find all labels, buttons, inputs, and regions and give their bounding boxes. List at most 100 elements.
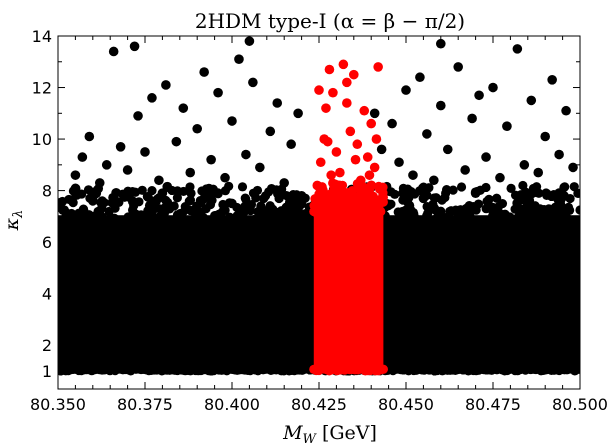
data-point (206, 154, 216, 165)
data-point (364, 170, 375, 180)
data-point (241, 194, 251, 204)
data-point (178, 186, 189, 197)
data-point (76, 214, 86, 225)
plot-layer (58, 36, 580, 376)
data-point (349, 69, 359, 80)
data-point (398, 183, 408, 193)
data-point (514, 216, 524, 226)
data-point (338, 59, 349, 70)
data-point (512, 44, 523, 54)
data-point (256, 201, 266, 211)
data-point (436, 100, 446, 111)
data-point (140, 147, 150, 157)
data-point (563, 202, 574, 212)
series-red (309, 59, 388, 376)
y-axis-label: κλ (1, 210, 26, 232)
data-point (362, 152, 373, 162)
data-point (575, 364, 580, 375)
x-tick-label: 80.400 (204, 395, 260, 414)
data-point (502, 121, 512, 131)
data-point (484, 223, 494, 234)
data-point (279, 178, 290, 188)
data-point (180, 201, 190, 212)
data-point (471, 205, 481, 215)
data-point (322, 136, 333, 147)
y-tick-label: 1 (42, 362, 52, 381)
data-point (506, 183, 516, 193)
data-point (129, 41, 140, 52)
data-point (408, 170, 418, 180)
data-point (171, 216, 182, 227)
x-tick-label: 80.450 (378, 395, 434, 414)
data-point (237, 182, 248, 192)
data-point (460, 165, 470, 175)
data-point (317, 185, 328, 196)
data-point (94, 178, 105, 188)
data-point (58, 198, 65, 208)
data-point (415, 72, 425, 83)
dense-region (313, 199, 384, 371)
data-point (315, 157, 326, 168)
data-point (492, 193, 502, 203)
data-point (178, 103, 189, 113)
data-point (192, 201, 202, 211)
data-point (61, 215, 71, 225)
x-axis-label-sub: W (303, 432, 318, 446)
x-tick-label: 80.475 (465, 395, 521, 414)
data-point (557, 190, 568, 201)
data-point (213, 87, 223, 98)
data-point (144, 216, 154, 226)
data-point (147, 93, 157, 103)
data-point (441, 188, 451, 198)
data-point (331, 147, 342, 157)
data-point (265, 209, 275, 219)
data-point (345, 126, 356, 137)
data-point (366, 118, 377, 129)
data-point (328, 87, 338, 98)
y-tick-label: 12 (32, 79, 52, 98)
data-point (78, 204, 89, 214)
data-point (309, 201, 319, 211)
data-point (326, 170, 336, 180)
data-point (450, 219, 460, 229)
data-point (423, 208, 433, 218)
data-point (84, 131, 95, 142)
data-point (127, 205, 138, 215)
data-point (549, 222, 559, 232)
data-point (161, 80, 171, 90)
data-point (286, 139, 296, 150)
data-point (488, 82, 498, 93)
y-tick-label: 10 (32, 130, 52, 149)
data-point (481, 152, 491, 162)
x-tick-label: 80.375 (117, 395, 173, 414)
data-point (229, 218, 240, 229)
data-point (321, 194, 331, 205)
data-point (474, 90, 484, 101)
data-point (95, 212, 105, 222)
data-point (377, 193, 387, 204)
data-point (248, 77, 258, 88)
data-point (540, 131, 550, 142)
data-point (519, 160, 530, 170)
data-point (311, 208, 321, 218)
data-point (348, 192, 358, 202)
data-point (488, 202, 498, 212)
data-point (151, 197, 161, 207)
data-point (391, 220, 401, 231)
data-point (341, 199, 351, 210)
data-point (175, 225, 185, 236)
data-point (192, 123, 202, 134)
data-point (113, 197, 123, 207)
data-point (210, 210, 220, 221)
data-point (204, 183, 214, 193)
data-point (72, 190, 82, 200)
data-point (284, 215, 294, 225)
data-point (293, 108, 303, 119)
data-point (324, 64, 335, 75)
data-point (500, 209, 510, 219)
data-point (543, 213, 553, 223)
data-point (422, 129, 432, 139)
data-point (257, 211, 267, 221)
data-point (213, 189, 223, 199)
